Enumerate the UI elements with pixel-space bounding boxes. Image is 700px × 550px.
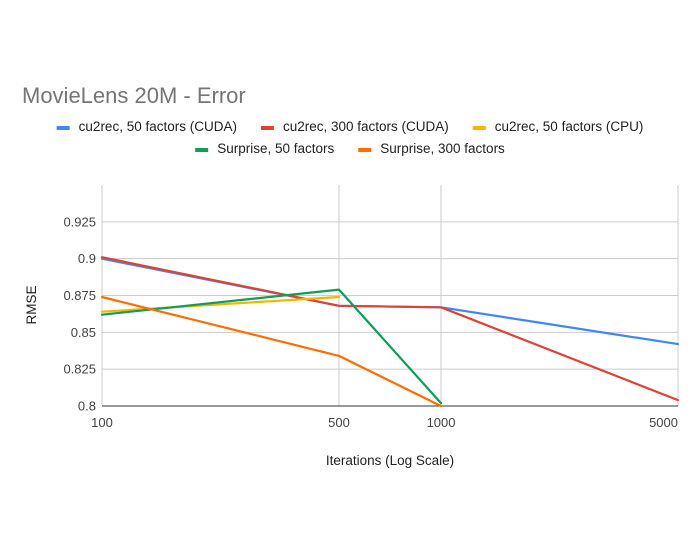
legend-label: cu2rec, 50 factors (CPU) <box>495 119 644 134</box>
legend-swatch <box>260 126 274 130</box>
x-tick-label: 100 <box>91 415 113 430</box>
y-tick-label: 0.875 <box>63 288 96 303</box>
y-axis-title: RMSE <box>24 285 39 324</box>
y-axis: 0.8 0.825 0.85 0.875 0.9 0.925 <box>63 214 96 413</box>
legend-label: cu2rec, 50 factors (CUDA) <box>79 119 237 134</box>
legend-item: cu2rec, 50 factors (CPU) <box>472 119 644 134</box>
x-tick-label: 1000 <box>427 415 456 430</box>
legend: cu2rec, 50 factors (CUDA) cu2rec, 300 fac… <box>56 119 644 156</box>
gridlines <box>101 185 679 407</box>
x-tick-label: 5000 <box>649 415 678 430</box>
legend-item: Surprise, 300 factors <box>358 141 505 156</box>
y-tick-label: 0.825 <box>63 362 96 377</box>
y-tick-label: 0.925 <box>63 214 96 229</box>
legend-item: Surprise, 50 factors <box>195 141 334 156</box>
x-axis-title: Iterations (Log Scale) <box>326 453 454 468</box>
series-line-3 <box>100 295 341 313</box>
legend-item: cu2rec, 300 factors (CUDA) <box>260 119 449 134</box>
y-tick-label: 0.85 <box>71 325 96 340</box>
legend-label: cu2rec, 300 factors (CUDA) <box>283 119 449 134</box>
legend-label: Surprise, 50 factors <box>217 141 334 156</box>
series-line-5 <box>100 295 443 408</box>
legend-swatch <box>472 126 486 130</box>
legend-swatch <box>358 148 372 152</box>
legend-swatch <box>56 126 70 130</box>
x-axis: 100 500 1000 5000 <box>91 415 678 430</box>
legend-swatch <box>195 148 209 152</box>
legend-label: Surprise, 300 factors <box>380 141 505 156</box>
series-line-1 <box>100 257 680 346</box>
plot-area <box>100 256 680 408</box>
chart-title: MovieLens 20M - Error <box>22 83 246 108</box>
series-line-4 <box>100 288 443 405</box>
y-tick-label: 0.9 <box>78 251 96 266</box>
x-tick-label: 500 <box>328 415 350 430</box>
legend-item: cu2rec, 50 factors (CUDA) <box>56 119 237 134</box>
y-tick-label: 0.8 <box>78 399 96 414</box>
series-line-2 <box>100 256 680 402</box>
